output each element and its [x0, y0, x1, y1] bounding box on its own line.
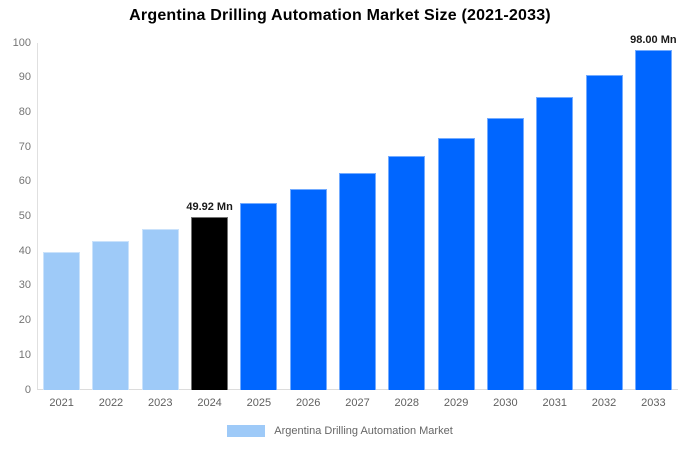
- bar-2030: [486, 118, 524, 390]
- y-axis-tick-label-40: 40: [18, 244, 31, 257]
- y-axis-tick-label-10: 10: [18, 348, 31, 361]
- bar-2033: [634, 49, 672, 390]
- x-axis-tick-label-2026: 2026: [295, 397, 321, 409]
- x-axis-tick-label-2024: 2024: [197, 397, 222, 409]
- bar-2024: [191, 216, 229, 390]
- x-axis-tick-label-2030: 2030: [493, 397, 518, 409]
- y-axis-tick-label-80: 80: [18, 105, 31, 118]
- x-axis-tick-label-2023: 2023: [148, 397, 173, 409]
- x-axis-tick-label-2027: 2027: [345, 397, 370, 409]
- x-axis-tick-label-2029: 2029: [443, 397, 469, 409]
- y-axis-tick-label-0: 0: [24, 383, 31, 396]
- y-axis-tick-label-100: 100: [12, 36, 31, 49]
- bar-2022: [92, 240, 130, 390]
- bar-2031: [536, 97, 574, 390]
- x-axis-tick-label-2021: 2021: [49, 397, 74, 409]
- x-axis-tick-label-2031: 2031: [542, 397, 567, 409]
- x-axis-tick-label-2032: 2032: [591, 397, 617, 409]
- y-axis-tick-label-50: 50: [18, 210, 31, 222]
- x-axis-tick-label-2028: 2028: [394, 397, 420, 409]
- bar-2023: [141, 229, 179, 390]
- value-label-2024: 49.92 Mn: [186, 200, 233, 213]
- bar-2027: [339, 173, 376, 390]
- chart-title: Argentina Drilling Automation Market Siz…: [129, 7, 551, 24]
- bar-2032: [585, 74, 623, 390]
- x-axis-tick-label-2025: 2025: [246, 397, 272, 409]
- bar-2028: [388, 156, 426, 390]
- legend-swatch: [227, 425, 266, 437]
- legend-item-argentina-drilling-automation-market[interactable]: Argentina Drilling Automation Market: [227, 425, 453, 437]
- x-axis-tick-label-2033: 2033: [641, 397, 666, 409]
- bar-2029: [437, 138, 475, 390]
- x-axis-tick-label-2022: 2022: [98, 397, 124, 409]
- bar-2026: [289, 188, 327, 390]
- bar-2021: [43, 251, 81, 390]
- legend: Argentina Drilling Automation Market: [0, 425, 680, 437]
- legend-label: Argentina Drilling Automation Market: [274, 425, 453, 437]
- value-label-2033: 98.00 Mn: [630, 33, 677, 46]
- y-axis-tick-label-20: 20: [18, 314, 31, 327]
- y-axis-tick-label-90: 90: [18, 71, 31, 84]
- y-axis-tick-label-30: 30: [18, 279, 31, 292]
- bar-2025: [240, 203, 278, 390]
- y-axis-tick-label-70: 70: [18, 140, 31, 153]
- y-axis-tick-label-60: 60: [18, 175, 31, 188]
